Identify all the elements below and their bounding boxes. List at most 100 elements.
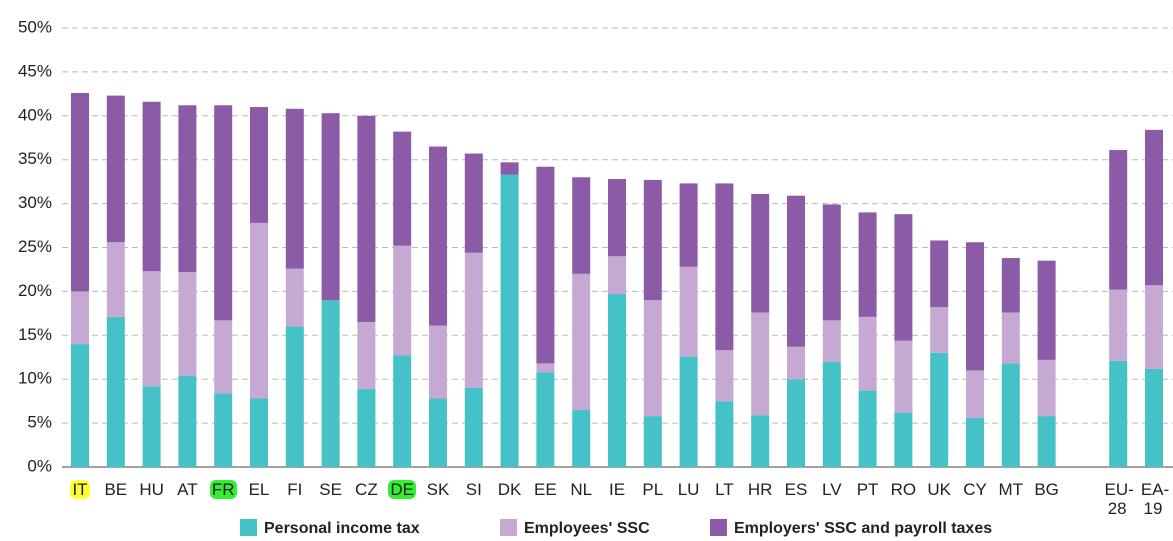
x-tick-label: PT [851,480,885,499]
bar-segment [930,240,949,308]
bar-segment [500,162,519,175]
bar-segment [285,108,304,269]
x-tick-label: UK [922,480,956,499]
bar-segment [858,316,877,391]
x-tick-label: DE [385,480,419,499]
bar-segment [106,316,125,467]
x-tick-label: EA-19 [1137,480,1171,518]
y-tick-label: 10% [18,369,52,388]
x-tick-text: IE [608,480,626,499]
bar-segment [178,272,197,376]
x-tick-text: HR [747,480,773,499]
bar-segment [536,372,555,467]
bar-segment [643,300,662,417]
x-tick-text: CZ [355,480,378,499]
x-tick-text: DK [497,480,522,499]
legend-label: Employers' SSC and payroll taxes [734,520,992,537]
x-tick-label: SI [457,480,491,499]
x-tick-text: NL [570,480,593,499]
bar-segment [1037,359,1056,417]
bar-segment [894,214,913,341]
y-tick-label: 50% [18,17,52,36]
x-tick-text: LU [677,480,700,499]
legend-swatch [710,519,727,536]
x-tick-label: BE [99,480,133,499]
bar-segment [787,346,805,380]
bar-segment [679,183,698,267]
legend-label: Employees' SSC [524,520,650,537]
x-tick-label: LT [707,480,741,499]
bar-segment [321,300,340,467]
bar-segment [429,146,447,326]
x-tick-text: SE [319,480,342,499]
bar-segment [572,409,591,467]
bar-segment [1109,150,1128,290]
y-tick-label: 5% [27,413,52,432]
x-tick-label: FI [278,480,312,499]
bar-segment [464,153,483,253]
x-tick-text: RO [890,480,917,499]
bar-segment [71,92,89,292]
bar-segment [464,252,483,388]
x-tick-text: CY [963,480,987,499]
bar-segment [572,177,591,274]
bar-segment [214,320,233,394]
bar-segment [357,388,376,467]
x-tick-label: IE [600,480,634,499]
x-tick-text: PL [642,480,664,499]
bar-segment [357,115,376,323]
x-tick-label: NL [564,480,598,499]
bar-segment [608,294,626,467]
x-tick-label: AT [170,480,204,499]
bar-segment [751,193,770,313]
bar-segment [500,174,519,467]
x-tick-label: LU [672,480,706,499]
bar-segment [393,131,412,246]
x-tick-text: SK [426,480,450,499]
x-tick-label: EL [242,480,276,499]
bar-segment [643,416,662,467]
bar-segment [142,271,161,387]
bar-segment [250,222,268,399]
bar-segment [822,361,841,467]
x-tick-label: EU-28 [1101,480,1135,518]
bar-segment [966,370,984,418]
x-tick-text: FR [209,480,237,499]
x-tick-label: DK [493,480,527,499]
bar-segment [715,183,734,351]
x-tick-text: HU [139,480,164,499]
bar-segment [715,350,734,402]
x-tick-label: EE [528,480,562,499]
bar-segment [572,273,591,410]
bar-segment [608,256,626,295]
x-tick-label: MT [994,480,1028,499]
bar-segment [393,355,412,467]
x-tick-text: EU-28 [1104,480,1134,518]
x-tick-text: UK [927,480,951,499]
bar-segment [858,212,877,317]
y-tick-label: 20% [18,281,52,300]
bar-segment [250,107,268,223]
y-tick-label: 0% [27,456,52,475]
y-tick-label: 45% [18,61,52,80]
bar-segment [285,268,304,327]
x-tick-text: BG [1034,480,1059,499]
x-tick-text: BE [104,480,128,499]
bar-segment [822,320,841,362]
y-tick-label: 40% [18,105,52,124]
bar-segment [787,195,805,347]
x-tick-text: IT [70,480,90,499]
x-tick-text: LV [822,480,842,499]
bar-segment [822,204,841,321]
bar-segment [429,325,447,399]
x-tick-label: IT [63,480,97,499]
bar-segment [142,386,161,467]
legend-swatch [500,519,517,536]
x-tick-text: EE [534,480,557,499]
bar-segment [1001,312,1020,364]
bar-segment [178,375,197,467]
bar-segment [643,179,662,301]
bar-segment [1037,260,1056,360]
